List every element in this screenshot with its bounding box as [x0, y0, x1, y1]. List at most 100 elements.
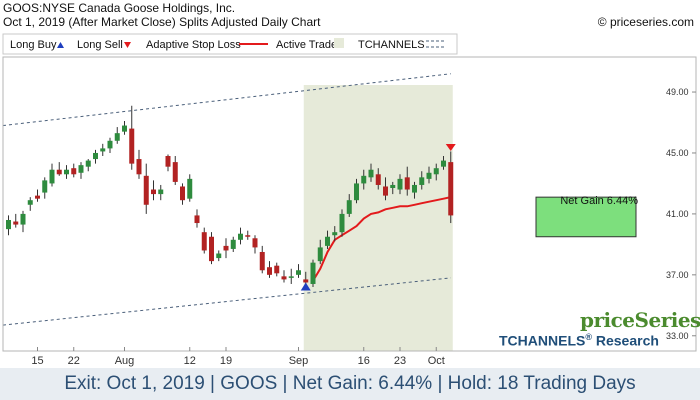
axis-layer: 49.00 45.00 41.00 37.00 33.00 15 22 Aug 12 19 Sep 1…	[31, 87, 696, 367]
candle-body	[42, 180, 48, 193]
candle-body	[383, 186, 388, 196]
candle-body	[49, 169, 55, 184]
candle-body	[274, 265, 280, 274]
candle-body	[354, 183, 359, 201]
candle-body	[223, 245, 229, 251]
plot-layer	[2, 73, 637, 351]
x-tick-label: 23	[394, 355, 406, 367]
candle-body	[310, 262, 316, 284]
candle-body	[230, 239, 236, 249]
candle-body	[339, 213, 345, 233]
x-tick-label: 19	[220, 355, 232, 367]
long-buy-marker	[300, 282, 311, 291]
y-tick-label: 45.00	[666, 148, 689, 158]
candle-body	[259, 251, 265, 271]
x-tick-label: Sep	[289, 355, 309, 367]
y-tick-label: 37.00	[666, 270, 689, 280]
active-trade-swatch-icon	[334, 38, 344, 48]
long-sell-marker	[445, 144, 456, 152]
candle-body	[71, 168, 77, 175]
candle-body	[209, 236, 214, 262]
y-tick-label: 33.00	[666, 331, 689, 341]
candle-body	[288, 276, 294, 278]
candle-body	[158, 189, 164, 195]
candle-body	[35, 195, 40, 199]
candle-body	[64, 169, 69, 175]
candle-body	[107, 140, 113, 149]
candle-body	[433, 168, 439, 175]
candle-body	[194, 215, 200, 224]
net-gain-box	[535, 196, 637, 238]
candle-body	[390, 184, 396, 189]
candle-body	[6, 219, 11, 230]
candle-body	[267, 267, 272, 275]
candle-body	[100, 148, 106, 152]
candle-body	[419, 177, 425, 185]
candle-body	[448, 162, 454, 216]
candle-body	[136, 159, 142, 175]
candle-body	[303, 279, 309, 283]
copyright-text: © priceseries.com	[597, 15, 694, 29]
candle-body	[404, 177, 410, 190]
candle-body	[27, 200, 33, 205]
brand-sub-name: TCHANNELS	[499, 332, 586, 349]
chart-title: GOOS:NYSE Canada Goose Holdings, Inc.	[3, 1, 236, 15]
x-tick-label: 12	[184, 355, 196, 367]
candle-body	[201, 232, 207, 251]
candle-body	[361, 175, 367, 184]
net-gain-label: Net Gain 6.44%	[560, 195, 638, 207]
candle-body	[180, 186, 185, 201]
long-sell-marker-icon	[124, 42, 131, 48]
candle-body	[165, 156, 171, 167]
candle-body	[78, 165, 84, 173]
y-tick-label: 49.00	[666, 87, 689, 97]
candle-body	[426, 172, 432, 179]
chart-subtitle: Oct 1, 2019 (After Market Close) Splits …	[3, 15, 321, 29]
candle-body	[151, 189, 156, 195]
candle-body	[56, 169, 62, 175]
x-tick-label: 15	[31, 355, 43, 367]
priceseries-logo: priceSeries	[580, 308, 700, 332]
plot-frame	[2, 56, 697, 352]
footer-summary: Exit: Oct 1, 2019 | GOOS | Net Gain: 6.4…	[0, 368, 700, 400]
candle-body	[114, 133, 120, 141]
candle-body	[172, 162, 178, 182]
candle-body	[281, 276, 287, 280]
candle-body	[412, 184, 417, 193]
x-tick-label: Aug	[115, 355, 135, 367]
candle-body	[252, 238, 258, 248]
candle-body	[397, 178, 403, 190]
tchannels-research-brand: TCHANNELS® Research	[499, 332, 659, 349]
candle-body	[216, 253, 222, 259]
candle-body	[368, 169, 374, 178]
candle-body	[143, 175, 149, 205]
candle-body	[20, 213, 26, 225]
candle-body	[13, 221, 19, 225]
legend-long-sell-label: Long Sell	[77, 39, 123, 51]
x-tick-label: 22	[68, 355, 80, 367]
candle-body	[375, 174, 381, 185]
adaptive-stop-line	[312, 196, 452, 282]
active-trade-region	[303, 85, 453, 351]
candle-body	[129, 128, 135, 164]
y-tick-label: 41.00	[666, 209, 689, 219]
candle-body	[238, 233, 243, 240]
chart-area: Long Buy Long Sell Adaptive Stop Loss Ac…	[2, 33, 697, 367]
candle-body	[245, 235, 251, 237]
legend-active-trade-label: Active Trade	[276, 39, 337, 51]
candle-body	[346, 200, 352, 214]
candle-body	[332, 232, 338, 236]
candle-body	[85, 160, 91, 167]
legend-long-buy-label: Long Buy	[10, 39, 57, 51]
legend-tchannels-label: TCHANNELS	[358, 39, 425, 51]
candle-body	[317, 247, 323, 262]
brand-registered-mark: ®	[585, 332, 592, 342]
candle-body	[187, 178, 193, 199]
candle-body	[325, 236, 330, 246]
long-buy-marker-icon	[57, 42, 64, 48]
brand-sub-tail: Research	[591, 332, 659, 349]
legend-adaptive-stop-label: Adaptive Stop Loss	[146, 39, 241, 51]
x-tick-label: Oct	[428, 355, 445, 367]
candle-body	[296, 270, 301, 275]
candle-body	[441, 160, 446, 167]
